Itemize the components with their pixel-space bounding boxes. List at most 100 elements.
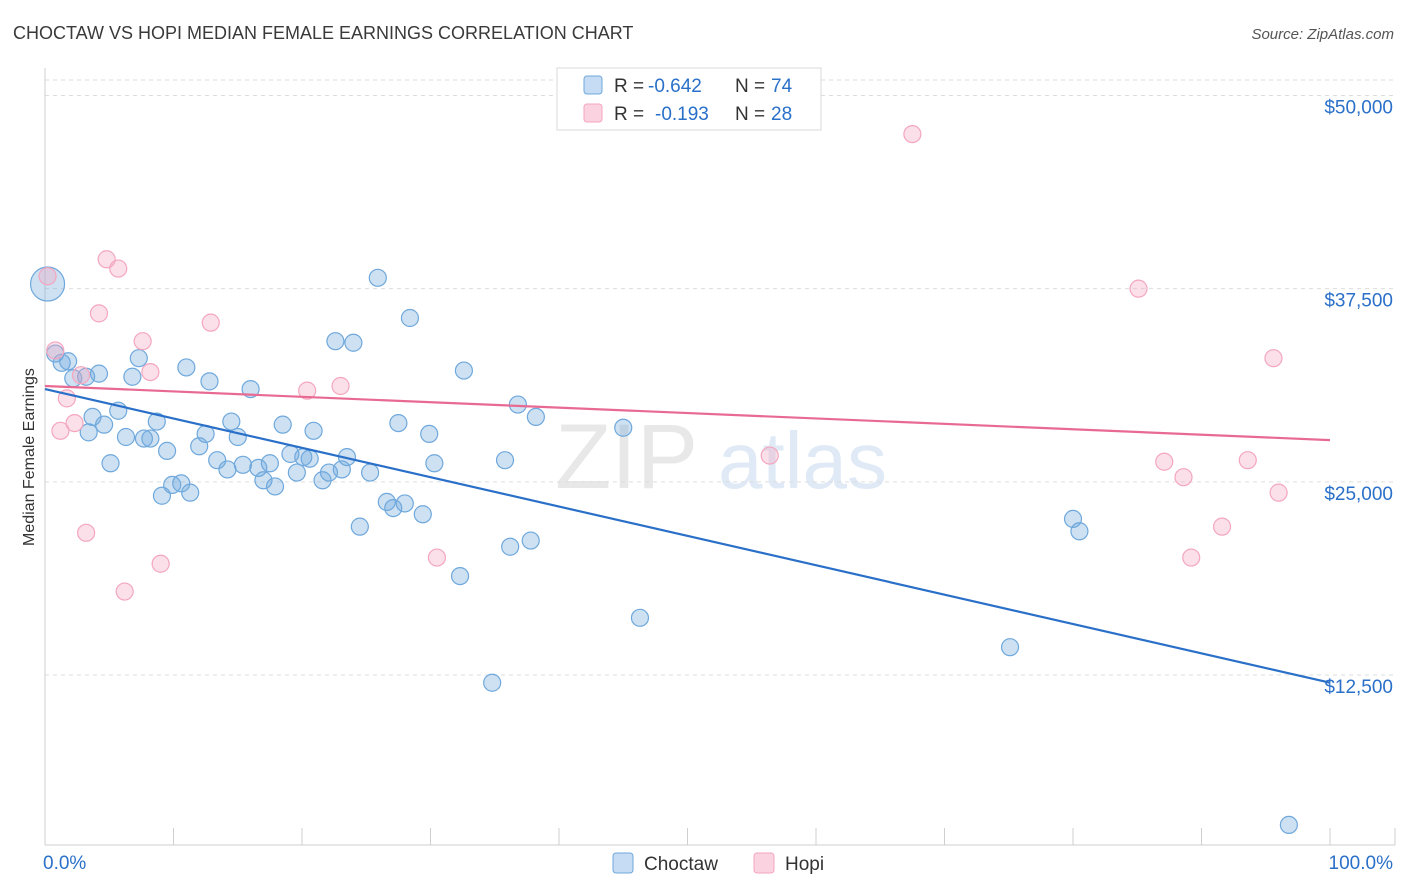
choctaw-point xyxy=(425,454,444,473)
grid-layer xyxy=(45,79,1395,676)
watermark-atlas: atlas xyxy=(718,416,887,505)
choctaw-point xyxy=(254,471,273,490)
x-tick-label: 100.0% xyxy=(1329,853,1394,874)
y-tick-label: $12,500 xyxy=(1324,677,1393,698)
choctaw-point xyxy=(89,364,109,383)
choctaw-point xyxy=(241,379,260,399)
legend-r-label-choctaw: R = xyxy=(614,76,644,97)
hopi-point xyxy=(201,313,220,332)
choctaw-point xyxy=(1000,638,1020,657)
watermark-zip: ZIP xyxy=(555,406,698,508)
hopi-point xyxy=(1129,279,1148,298)
hopi-trend-line xyxy=(44,384,1331,442)
y-axis-label: Median Female Earnings xyxy=(21,368,38,546)
hopi-point xyxy=(298,381,317,400)
x-tick-label: 0.0% xyxy=(43,853,86,874)
hopi-point xyxy=(46,341,65,360)
choctaw-point xyxy=(521,531,540,550)
choctaw-point xyxy=(300,449,319,468)
hopi-point xyxy=(151,554,170,573)
choctaw-point xyxy=(265,477,285,496)
label-layer: $12,500 $25,000 $37,500 $50,000 0.0% 100.0% xyxy=(43,97,1393,874)
trend-layer xyxy=(44,384,1331,684)
bottom-legend-swatch-choctaw xyxy=(612,852,634,874)
choctaw-point xyxy=(483,673,502,692)
hopi-point xyxy=(1155,452,1174,471)
choctaw-point xyxy=(141,429,160,448)
hopi-point xyxy=(1212,517,1232,536)
choctaw-point xyxy=(59,352,78,371)
choctaw-point xyxy=(95,415,114,434)
choctaw-point xyxy=(420,424,439,444)
legend-r-value-choctaw: -0.642 xyxy=(648,76,702,97)
choctaw-point xyxy=(495,451,515,470)
choctaw-point xyxy=(454,361,474,380)
choctaw-point xyxy=(1279,815,1298,835)
choctaw-point xyxy=(181,483,200,502)
choctaw-point xyxy=(508,395,527,414)
choctaw-point xyxy=(123,367,142,386)
choctaw-point xyxy=(614,418,633,437)
legend-r-label-hopi: R = xyxy=(614,104,644,125)
bottom-legend-label-hopi: Hopi xyxy=(785,854,824,875)
hopi-point xyxy=(760,446,779,465)
choctaw-point xyxy=(273,415,292,434)
choctaw-point xyxy=(413,505,432,524)
choctaw-point xyxy=(501,537,520,556)
choctaw-point xyxy=(208,451,227,470)
hopi-point xyxy=(89,304,109,323)
hopi-point xyxy=(1264,349,1283,368)
choctaw-point xyxy=(101,454,120,473)
choctaw-point xyxy=(630,608,650,627)
choctaw-point xyxy=(384,498,403,518)
bottom-legend: Choctaw Hopi xyxy=(612,852,824,875)
legend-n-value-hopi: 28 xyxy=(771,104,792,125)
choctaw-point xyxy=(304,421,323,440)
hopi-point xyxy=(71,366,91,385)
hopi-point xyxy=(1238,451,1257,470)
choctaw-point xyxy=(1070,522,1089,541)
hopi-point xyxy=(109,259,128,278)
points-layer xyxy=(29,124,1298,835)
choctaw-point xyxy=(368,268,387,287)
bottom-legend-label-choctaw: Choctaw xyxy=(644,854,718,875)
choctaw-point xyxy=(157,441,177,461)
hopi-point xyxy=(331,376,350,396)
choctaw-point xyxy=(233,455,252,474)
legend-n-value-choctaw: 74 xyxy=(771,76,793,97)
chart-source: Source: ZipAtlas.com xyxy=(1251,26,1394,43)
legend-n-label-hopi: N = xyxy=(735,104,765,125)
legend-swatch-choctaw xyxy=(583,75,603,95)
choctaw-point xyxy=(260,454,279,473)
hopi-point xyxy=(77,523,96,542)
choctaw-point xyxy=(450,566,470,586)
choctaw-point xyxy=(134,429,154,448)
choctaw-point xyxy=(361,463,380,482)
hopi-point xyxy=(427,548,447,567)
choctaw-point xyxy=(222,412,241,431)
legend-box: R = -0.642 N = 74 R = -0.193 N = 28 xyxy=(556,67,822,131)
choctaw-trend-line xyxy=(44,388,1331,684)
hopi-point xyxy=(65,413,84,433)
choctaw-point xyxy=(177,358,196,377)
choctaw-point xyxy=(287,463,306,482)
hopi-point xyxy=(141,362,160,382)
hopi-point xyxy=(38,267,57,286)
hopi-point xyxy=(115,582,134,601)
hopi-point xyxy=(1174,468,1193,487)
hopi-point xyxy=(903,124,922,144)
y-tick-label: $50,000 xyxy=(1324,97,1393,118)
choctaw-point xyxy=(116,427,136,447)
choctaw-point xyxy=(129,349,148,368)
hopi-point xyxy=(1269,483,1288,502)
choctaw-point xyxy=(344,333,363,352)
legend-n-label-choctaw: N = xyxy=(735,76,765,97)
bottom-legend-swatch-hopi xyxy=(753,852,775,874)
choctaw-point xyxy=(350,517,369,536)
hopi-point xyxy=(1182,548,1201,567)
choctaw-point xyxy=(400,308,420,328)
y-tick-label: $37,500 xyxy=(1324,291,1393,312)
legend-swatch-hopi xyxy=(583,103,603,123)
choctaw-point xyxy=(147,412,166,431)
